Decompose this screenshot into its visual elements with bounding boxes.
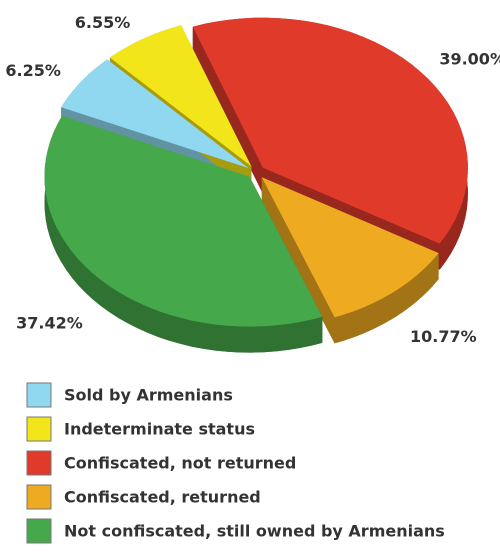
- data-label: 10.77%: [410, 327, 477, 346]
- legend-swatch: [26, 450, 52, 476]
- legend-label: Confiscated, not returned: [64, 454, 296, 473]
- slice-side: [261, 177, 335, 344]
- legend-swatch: [26, 518, 52, 544]
- data-label: 6.55%: [75, 13, 131, 32]
- slice-side: [334, 253, 439, 344]
- legend-swatch: [26, 416, 52, 442]
- slice: [109, 25, 252, 167]
- legend-label: Confiscated, returned: [64, 488, 261, 507]
- slice: [192, 17, 468, 244]
- legend-swatch: [26, 484, 52, 510]
- data-label: 37.42%: [16, 314, 83, 333]
- slice-side: [192, 26, 263, 194]
- slice: [261, 177, 439, 318]
- legend-label: Sold by Armenians: [64, 386, 233, 405]
- data-label: 39.00%: [439, 50, 500, 69]
- slice-side: [44, 115, 323, 353]
- data-label: 6.25%: [5, 61, 61, 80]
- slice: [61, 59, 249, 169]
- slice: [44, 115, 323, 327]
- legend-label: Not confiscated, still owned by Armenian…: [64, 522, 445, 541]
- legend-swatch: [26, 382, 52, 408]
- legend-label: Indeterminate status: [64, 420, 255, 439]
